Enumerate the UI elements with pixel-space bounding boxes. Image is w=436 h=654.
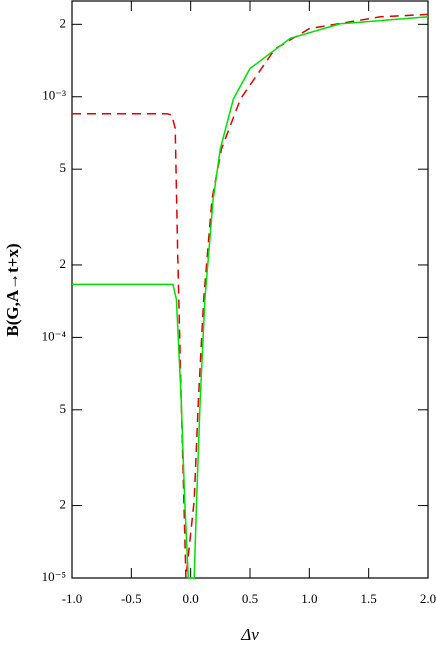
x-tick-label: -1.0 [62,591,83,606]
x-axis-label: Δν [240,625,259,644]
x-tick-label: 1.5 [361,591,377,606]
x-tick-label: -0.5 [121,591,142,606]
x-tick-label: 1.0 [301,591,317,606]
x-tick-label: 0.0 [183,591,199,606]
y-tick-label: 2 [60,497,67,512]
x-tick-label: 2.0 [420,591,436,606]
series-line [72,13,429,579]
series-line [72,16,429,579]
y-tick-label: 10⁻⁴ [42,328,67,343]
y-tick-label: 2 [60,15,67,30]
y-tick-label: 10⁻⁵ [42,569,66,584]
x-tick-label: 0.5 [242,591,258,606]
y-tick-label: 10⁻³ [42,88,66,103]
y-axis-label: B(G,A→t+x) [3,243,22,336]
plot-frame [71,0,429,579]
y-tick-label: 2 [60,256,67,271]
y-tick-label: 5 [60,401,67,416]
y-tick-label: 5 [60,160,67,175]
